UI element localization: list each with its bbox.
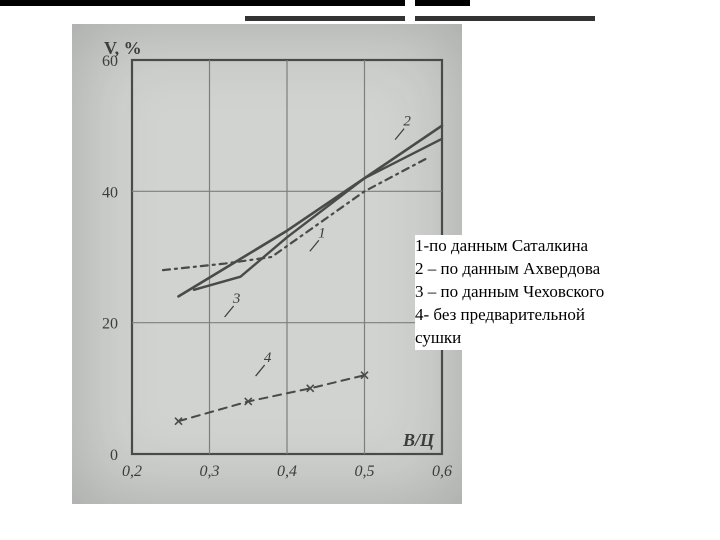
- legend-item: сушки: [415, 327, 705, 350]
- svg-text:3: 3: [232, 291, 241, 307]
- legend-item: 2 – по данным Ахвердова: [415, 258, 705, 281]
- slide: 0,20,30,40,50,60204060V, %В/Ц1234 1-по д…: [0, 0, 720, 540]
- svg-text:0,5: 0,5: [355, 463, 375, 480]
- svg-text:0,4: 0,4: [277, 463, 297, 480]
- svg-text:40: 40: [102, 184, 118, 201]
- accent-bar: [0, 0, 405, 6]
- svg-text:4: 4: [264, 350, 272, 366]
- svg-text:0,6: 0,6: [432, 463, 452, 480]
- accent-bar: [415, 16, 595, 21]
- accent-bar: [245, 16, 405, 21]
- accent-bar: [415, 0, 470, 6]
- legend-item: 3 – по данным Чеховского: [415, 281, 705, 304]
- svg-text:0,2: 0,2: [122, 463, 142, 480]
- svg-text:В/Ц: В/Ц: [402, 430, 435, 450]
- legend-item: 1-по данным Саталкина: [415, 235, 705, 258]
- svg-text:2: 2: [403, 114, 411, 130]
- svg-text:20: 20: [102, 316, 118, 333]
- line-chart: 0,20,30,40,50,60204060V, %В/Ц1234: [72, 24, 462, 504]
- legend-item: 4- без предварительной: [415, 304, 705, 327]
- svg-text:V, %: V, %: [104, 38, 142, 58]
- svg-text:1: 1: [318, 225, 326, 241]
- svg-text:0: 0: [110, 447, 118, 464]
- svg-text:0,3: 0,3: [200, 463, 220, 480]
- legend: 1-по данным Саталкина2 – по данным Ахвер…: [415, 235, 705, 350]
